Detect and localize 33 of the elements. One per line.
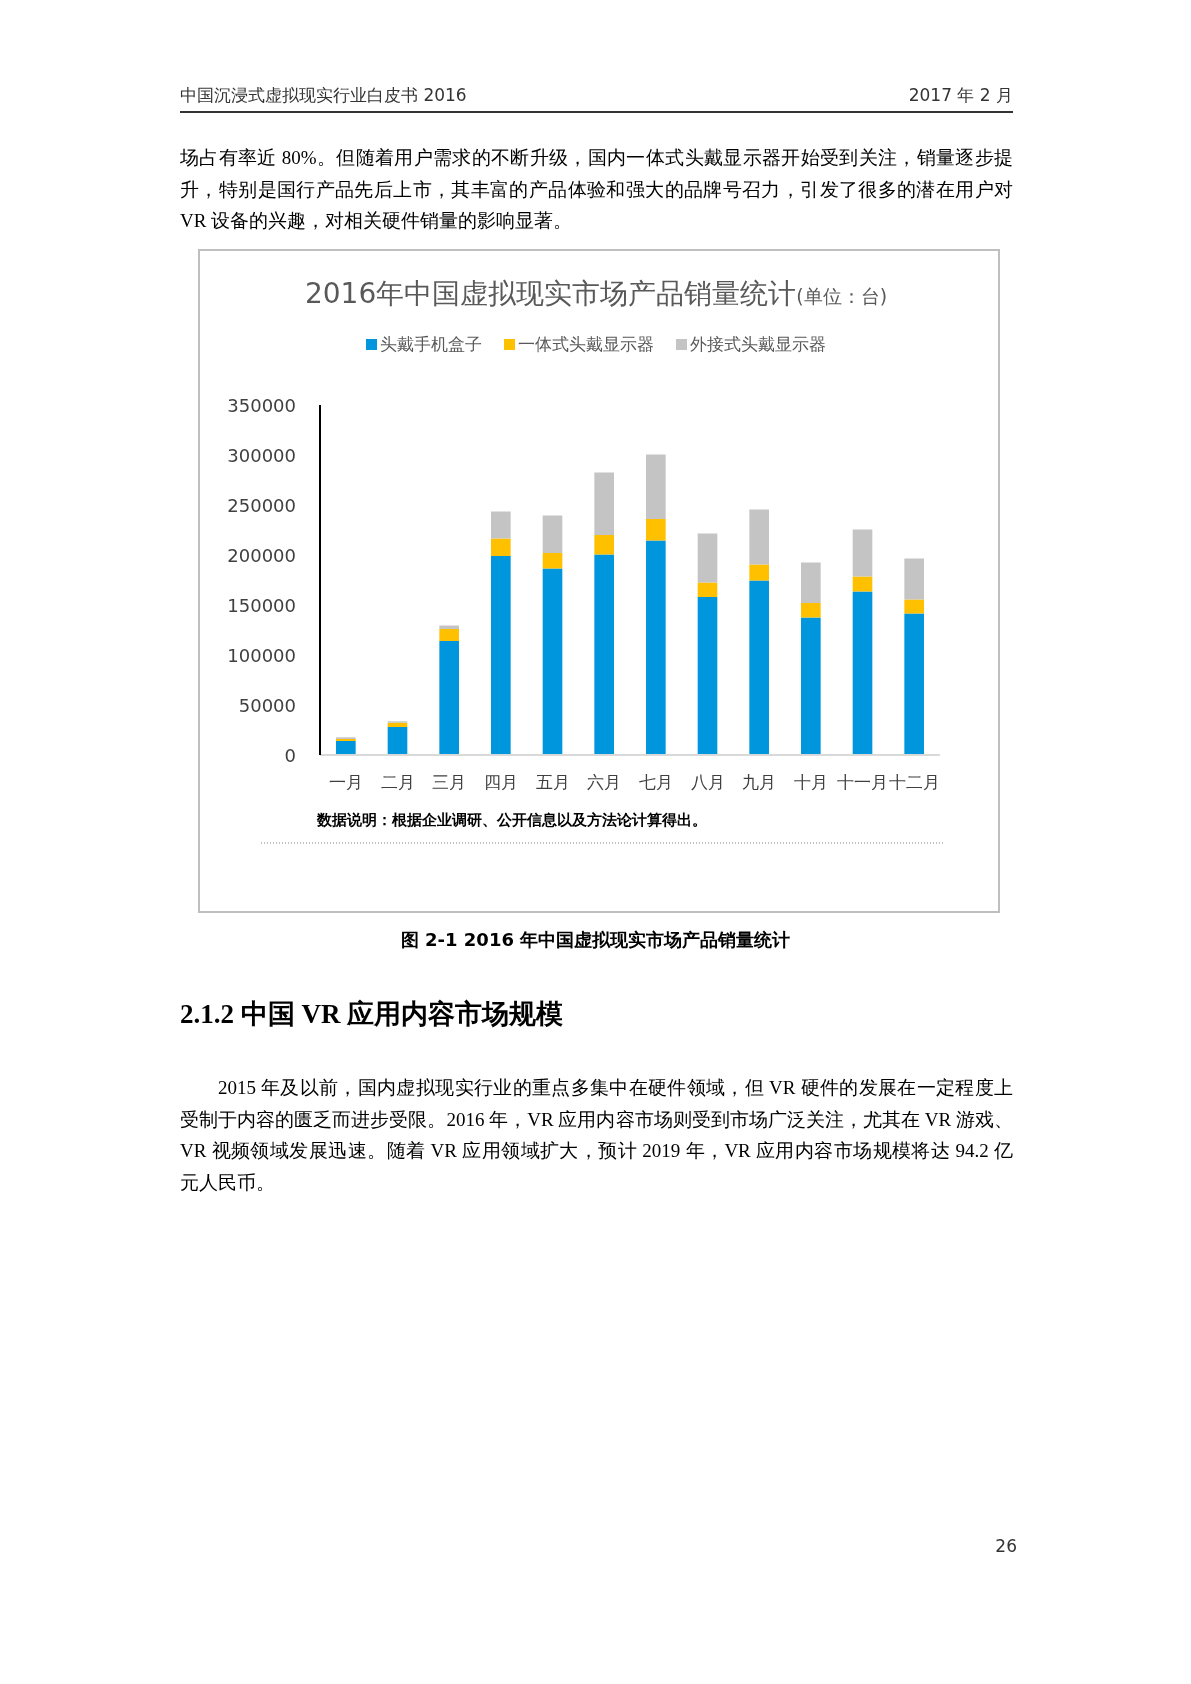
y-tick-label: 250000 <box>227 495 296 516</box>
y-tick-label: 0 <box>284 745 296 766</box>
text: 数据说明：根据企业调研、公开信息以及方法论计算得出。 <box>316 811 707 829</box>
text: 2017 年 2 月 <box>908 84 1013 107</box>
text: 2.1.2 中国 VR 应用内容市场规模 <box>180 998 564 1031</box>
x-tick-label: 七月 <box>638 772 673 792</box>
y-tick-label: 350000 <box>227 395 296 416</box>
x-tick-label: 六月 <box>587 772 622 792</box>
x-tick-label: 四月 <box>483 772 518 792</box>
x-tick-label: 一月 <box>328 772 363 792</box>
x-tick-label: 九月 <box>742 772 777 792</box>
caption: 图 2-1 2016 年中国虚拟现实市场产品销量统计 <box>399 928 792 952</box>
legend-label: 外接式头戴显示器 <box>690 334 826 354</box>
chart-title: 2016年中国虚拟现实市场产品销量统计 <box>304 277 797 310</box>
text: 中国沉浸式虚拟现实行业白皮书 2016 <box>180 84 467 107</box>
y-tick-label: 50000 <box>238 695 296 716</box>
y-tick-label: 100000 <box>227 645 296 666</box>
y-tick-label: 150000 <box>227 595 296 616</box>
y-tick-label: 300000 <box>227 445 296 466</box>
text: 26 <box>995 1536 1017 1556</box>
legend-label: 一体式头戴显示器 <box>518 334 654 354</box>
y-tick-label: 200000 <box>227 545 296 566</box>
x-tick-label: 五月 <box>535 772 570 792</box>
x-tick-label: 八月 <box>690 772 725 792</box>
x-tick-label: 十一月 <box>837 772 888 792</box>
x-tick-label: 十二月 <box>888 772 940 792</box>
x-tick-label: 三月 <box>432 772 467 792</box>
x-tick-label: 二月 <box>380 772 415 792</box>
legend-label: 头戴手机盒子 <box>380 334 482 354</box>
x-tick-label: 十月 <box>793 772 828 792</box>
text: 2015 年及以前，国内虚拟现实行业的重点多集中在硬件领域，但 VR 硬件的发展在一定程度上受制于内容的匮乏而进步受限。2016 年，VR 应用内容市场则受到市场广泛关注，尤其在 VR 游戏、VR 视频领域发展迅速。随着 VR 应用领域扩大，预计 2019 年，VR 应用内容市场规模将达 94.2 亿元人民币。 <box>180 1076 1013 1195</box>
chart-subtitle: (单位：台) <box>796 285 888 307</box>
text: 场占有率近 80%。但随着用户需求的不断升级，国内一体式头戴显示器开始受到关注，销量逐步提升，特别是国行产品先后上市，其丰富的产品体验和强大的品牌号召力，引发了很多的潜在用户对 VR 设备的兴趣，对相关硬件销量的影响显著。 <box>180 146 1013 233</box>
